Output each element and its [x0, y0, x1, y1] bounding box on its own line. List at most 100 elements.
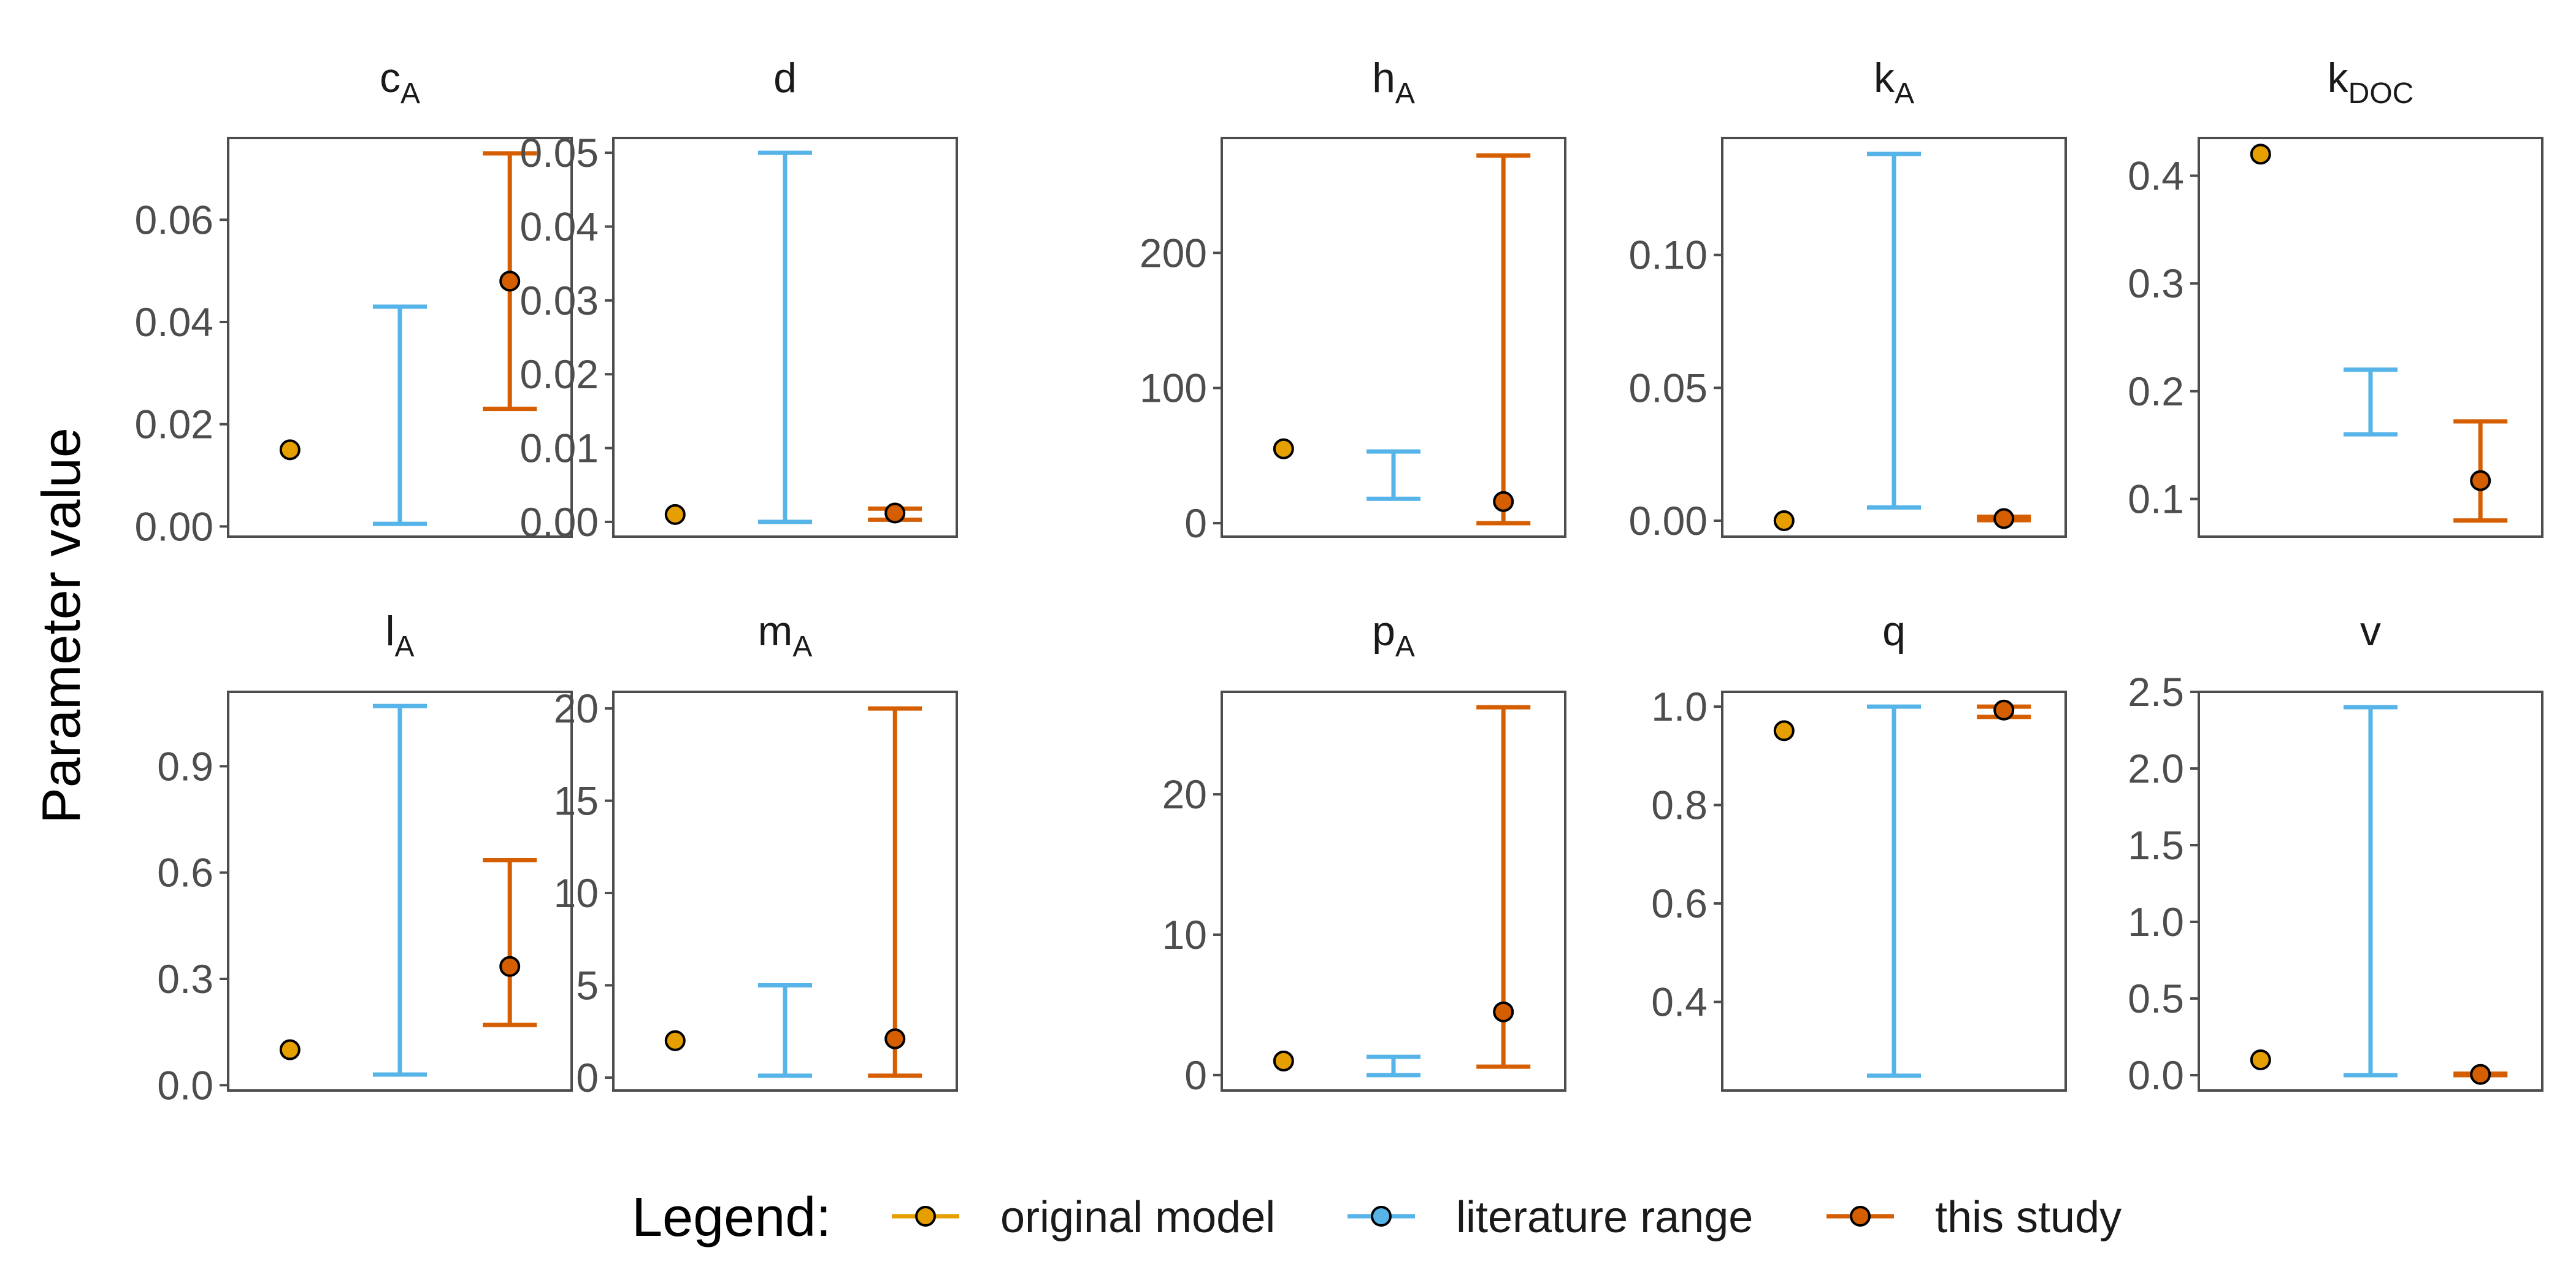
legend-label: literature range	[1456, 1193, 1753, 1242]
facet-title-main: k	[1874, 55, 1895, 101]
y-tick-label: 0.05	[1629, 365, 1708, 410]
y-tick-label: 5	[576, 962, 599, 1008]
facet-title-subscript: A	[395, 631, 415, 663]
facet-title-subscript: A	[792, 631, 812, 663]
literature-range-bar	[758, 150, 812, 524]
facet-title: q	[1882, 608, 1906, 654]
literature-range-bar	[1367, 449, 1420, 501]
panel-border	[1721, 691, 2067, 1092]
facet-title: v	[2360, 608, 2381, 654]
literature-range-bar	[373, 304, 427, 526]
this-study-point	[499, 270, 521, 292]
original-model-point	[1773, 510, 1795, 531]
y-tick-label: 0.9	[157, 743, 213, 789]
legend-label: this study	[1935, 1193, 2122, 1242]
this-study-point	[1993, 699, 2015, 721]
y-tick-label: 0.03	[520, 278, 599, 323]
facet-pA: pA 0 10 20	[1162, 608, 1566, 1098]
facet-title-subscript: A	[401, 77, 420, 110]
y-tick-label: 0.10	[1629, 232, 1708, 278]
facet-q: q 0.4 0.6 0.8 1.0	[1651, 608, 2067, 1092]
legend-key-point	[915, 1206, 936, 1227]
y-tick-label: 0.6	[1651, 881, 1708, 926]
y-tick-label: 2.5	[2128, 669, 2184, 715]
facet-title-subscript: A	[1395, 77, 1415, 110]
facet-title-main: q	[1882, 608, 1906, 654]
this-study-point	[1493, 491, 1514, 512]
y-tick-label: 100	[1140, 366, 1207, 411]
y-axis-title: Parameter value	[31, 427, 91, 824]
panel-border	[1221, 137, 1566, 538]
facet-title: mA	[758, 608, 813, 663]
facet-title: cA	[380, 55, 420, 110]
literature-range-bar	[2344, 705, 2398, 1078]
y-tick-label: 0.04	[520, 204, 599, 249]
literature-range-bar	[1867, 151, 1921, 510]
literature-range-bar	[2344, 367, 2398, 437]
legend-item-study: this study	[1827, 1193, 2122, 1242]
facet-cA: cA 0.00 0.02 0.04 0.06	[135, 55, 573, 549]
y-tick-label: 0.4	[2128, 153, 2184, 198]
panel-border	[227, 691, 573, 1092]
facet-d: d 0.00 0.01 0.02 0.03 0.04 0.05	[520, 55, 958, 545]
y-tick-label: 0.05	[520, 130, 599, 175]
legend-title: Legend:	[632, 1187, 831, 1248]
y-tick-label: 0.6	[157, 850, 213, 895]
facet-title: d	[773, 55, 797, 101]
literature-range-bar	[758, 983, 812, 1078]
panel-border	[612, 137, 958, 538]
facet-mA: mA 0 5 10 15 20	[554, 608, 958, 1100]
y-tick-label: 0	[1184, 1052, 1207, 1098]
y-tick-label: 0.4	[1651, 979, 1708, 1025]
this-study-bar	[868, 706, 922, 1078]
y-tick-label: 0.1	[2128, 477, 2184, 522]
facet-title: pA	[1372, 608, 1415, 663]
facet-v: v 0.0 0.5 1.0 1.5 2.0 2.5	[2128, 608, 2543, 1098]
y-tick-label: 200	[1140, 230, 1207, 275]
facet-title-main: h	[1372, 55, 1395, 101]
panel-border	[1721, 137, 2067, 538]
facet-title-main: d	[773, 55, 797, 101]
original-model-point	[2250, 144, 2271, 165]
facet-hA: hA 0 100 200	[1140, 55, 1566, 546]
y-tick-label: 15	[554, 778, 599, 824]
facet-title-main: p	[1372, 608, 1395, 654]
facet-title-subscript: DOC	[2348, 77, 2414, 110]
y-tick-label: 1.0	[1651, 684, 1708, 729]
facet-title: hA	[1372, 55, 1415, 110]
facet-title: kDOC	[2328, 55, 2414, 110]
original-model-point	[1773, 720, 1795, 742]
y-tick-label: 10	[1162, 912, 1207, 957]
y-tick-label: 0.04	[135, 299, 213, 345]
y-tick-label: 0.8	[1651, 783, 1708, 828]
y-tick-label: 0.02	[135, 402, 213, 447]
y-tick-label: 0.3	[2128, 261, 2184, 306]
panel-border	[227, 137, 573, 538]
this-study-bar	[1476, 153, 1531, 526]
this-study-point	[499, 956, 521, 977]
this-study-point	[2470, 470, 2491, 491]
y-tick-label: 0.00	[520, 499, 599, 545]
this-study-point	[1493, 1001, 1514, 1022]
facet-panels: cA0.000.020.040.06d0.000.010.020.030.040…	[135, 55, 2543, 1108]
panel-border	[2198, 691, 2543, 1092]
legend-label: original model	[1000, 1193, 1275, 1242]
this-study-bar	[483, 857, 537, 1027]
y-tick-label: 0.01	[520, 426, 599, 471]
facet-title-main: k	[2328, 55, 2349, 101]
panel-border	[1221, 691, 1566, 1092]
facet-title: kA	[1874, 55, 1914, 110]
facet-title-main: m	[758, 608, 793, 654]
original-model-point	[279, 439, 301, 461]
y-tick-label: 0.00	[135, 504, 213, 549]
legend-item-literature: literature range	[1347, 1193, 1753, 1242]
y-tick-label: 20	[1162, 772, 1207, 817]
facet-title: lA	[385, 608, 414, 663]
y-tick-label: 0.02	[520, 351, 599, 397]
original-model-point	[279, 1039, 301, 1060]
literature-range-bar	[373, 703, 427, 1077]
y-tick-label: 0.0	[2128, 1052, 2184, 1098]
facet-lA: lA 0.0 0.3 0.6 0.9	[157, 608, 573, 1108]
this-study-point	[2470, 1064, 2491, 1085]
